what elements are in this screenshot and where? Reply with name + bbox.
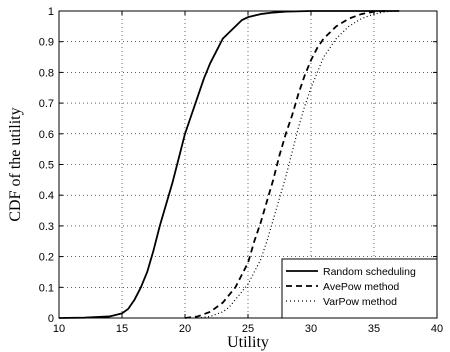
x-tick-label: 25 <box>242 323 254 335</box>
tick-layer: 10 15 20 25 30 35 40 0 0.1 0.2 0.3 0.4 0.5 0.6 0.7 0.8 0… <box>39 6 443 335</box>
y-tick-label: 0.6 <box>39 129 54 141</box>
x-tick-label: 30 <box>305 323 317 335</box>
x-tick-label: 15 <box>116 323 128 335</box>
y-tick-label: 0.9 <box>39 37 54 49</box>
series-layer <box>58 10 400 319</box>
legend-box <box>281 258 438 319</box>
y-tick-label: 0.8 <box>39 67 54 79</box>
x-tick-label: 35 <box>368 323 380 335</box>
y-tick-label: 0.2 <box>39 252 54 264</box>
legend-label-random-scheduling: Random scheduling <box>323 266 416 278</box>
y-tick-label: 0.4 <box>39 190 54 202</box>
series-line-varpow-method <box>197 10 400 319</box>
y-tick-label: 0 <box>48 313 54 325</box>
series-line-random-scheduling <box>58 10 400 319</box>
x-tick-label: 40 <box>431 323 443 335</box>
x-tick-label: 10 <box>53 323 65 335</box>
legend: Random scheduling AvePow method VarPow m… <box>281 258 438 319</box>
legend-label-varpow-method: VarPow method <box>323 296 397 308</box>
y-axis-title: CDF of the utility <box>7 107 24 221</box>
x-tick-label: 20 <box>179 323 191 335</box>
legend-label-avepow-method: AvePow method <box>323 281 399 293</box>
y-tick-label: 0.3 <box>39 221 54 233</box>
y-tick-label: 0.1 <box>39 282 54 294</box>
y-tick-label: 0.7 <box>39 98 54 110</box>
y-tick-label: 0.5 <box>39 160 54 172</box>
y-tick-label: 1 <box>48 6 54 18</box>
x-axis-title: Utility <box>227 334 269 351</box>
series-line-avepow-method <box>184 10 387 319</box>
